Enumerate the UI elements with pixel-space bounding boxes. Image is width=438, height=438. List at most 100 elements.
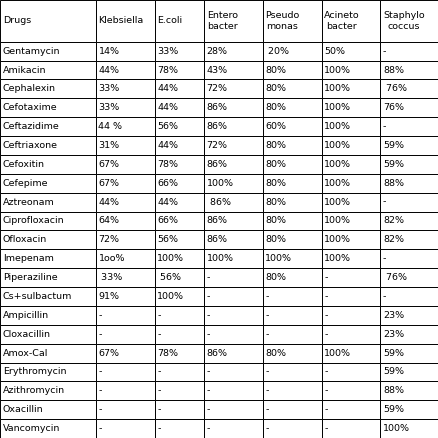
Text: -: - bbox=[157, 367, 160, 376]
Bar bbox=[321, 42, 379, 60]
Text: -: - bbox=[323, 273, 327, 282]
Text: 86%: 86% bbox=[206, 160, 227, 169]
Text: 100%: 100% bbox=[323, 235, 350, 244]
Text: -: - bbox=[98, 424, 102, 433]
Text: 20%: 20% bbox=[265, 46, 289, 56]
Bar bbox=[95, 268, 154, 287]
Text: -: - bbox=[206, 424, 209, 433]
Text: Gentamycin: Gentamycin bbox=[3, 46, 60, 56]
Bar bbox=[154, 174, 204, 193]
Text: 33%: 33% bbox=[98, 103, 120, 112]
Bar bbox=[204, 325, 262, 344]
Bar bbox=[154, 212, 204, 230]
Text: 76%: 76% bbox=[382, 273, 406, 282]
Bar bbox=[379, 249, 438, 268]
Bar bbox=[95, 400, 154, 419]
Text: 44%: 44% bbox=[157, 103, 178, 112]
Text: 86%: 86% bbox=[206, 216, 227, 226]
Bar bbox=[321, 400, 379, 419]
Bar bbox=[95, 174, 154, 193]
Bar bbox=[0, 306, 95, 325]
Text: Entero
bacter: Entero bacter bbox=[206, 11, 237, 31]
Text: -: - bbox=[265, 330, 268, 339]
Text: -: - bbox=[98, 311, 102, 320]
Text: 100%: 100% bbox=[323, 254, 350, 263]
Bar bbox=[154, 230, 204, 249]
Bar bbox=[321, 174, 379, 193]
Bar bbox=[204, 419, 262, 438]
Bar bbox=[379, 0, 438, 42]
Bar bbox=[154, 306, 204, 325]
Text: 67%: 67% bbox=[98, 349, 119, 357]
Text: -: - bbox=[382, 254, 385, 263]
Bar bbox=[379, 117, 438, 136]
Text: 88%: 88% bbox=[382, 386, 403, 396]
Bar bbox=[154, 79, 204, 98]
Text: Azithromycin: Azithromycin bbox=[3, 386, 65, 396]
Bar bbox=[95, 344, 154, 363]
Text: 67%: 67% bbox=[98, 179, 119, 188]
Bar bbox=[204, 344, 262, 363]
Bar bbox=[0, 230, 95, 249]
Text: -: - bbox=[157, 330, 160, 339]
Text: -: - bbox=[265, 405, 268, 414]
Text: -: - bbox=[265, 311, 268, 320]
Text: Cloxacillin: Cloxacillin bbox=[3, 330, 50, 339]
Bar bbox=[204, 212, 262, 230]
Bar bbox=[321, 136, 379, 155]
Bar bbox=[0, 42, 95, 60]
Text: Imepenam: Imepenam bbox=[3, 254, 53, 263]
Text: 88%: 88% bbox=[382, 66, 403, 74]
Bar bbox=[379, 381, 438, 400]
Text: -: - bbox=[382, 122, 385, 131]
Text: -: - bbox=[323, 386, 327, 396]
Bar bbox=[379, 268, 438, 287]
Bar bbox=[262, 400, 321, 419]
Bar bbox=[321, 117, 379, 136]
Text: 28%: 28% bbox=[206, 46, 227, 56]
Text: 100%: 100% bbox=[265, 254, 292, 263]
Text: -: - bbox=[157, 386, 160, 396]
Bar bbox=[154, 155, 204, 174]
Bar bbox=[262, 42, 321, 60]
Bar bbox=[321, 419, 379, 438]
Bar bbox=[95, 193, 154, 212]
Bar bbox=[95, 155, 154, 174]
Text: -: - bbox=[265, 386, 268, 396]
Bar bbox=[0, 381, 95, 400]
Bar bbox=[154, 42, 204, 60]
Bar bbox=[204, 268, 262, 287]
Text: Ampicillin: Ampicillin bbox=[3, 311, 49, 320]
Bar bbox=[0, 344, 95, 363]
Bar bbox=[95, 230, 154, 249]
Text: 59%: 59% bbox=[382, 160, 403, 169]
Bar bbox=[321, 193, 379, 212]
Text: -: - bbox=[98, 367, 102, 376]
Bar bbox=[95, 287, 154, 306]
Text: 82%: 82% bbox=[382, 235, 403, 244]
Text: -: - bbox=[323, 330, 327, 339]
Text: 1oo%: 1oo% bbox=[98, 254, 125, 263]
Text: -: - bbox=[206, 386, 209, 396]
Bar bbox=[95, 0, 154, 42]
Bar bbox=[262, 155, 321, 174]
Bar bbox=[95, 363, 154, 381]
Text: -: - bbox=[206, 405, 209, 414]
Bar bbox=[379, 287, 438, 306]
Text: 100%: 100% bbox=[157, 254, 184, 263]
Text: 56%: 56% bbox=[157, 273, 181, 282]
Text: 44%: 44% bbox=[157, 198, 178, 207]
Bar bbox=[262, 117, 321, 136]
Bar bbox=[262, 306, 321, 325]
Bar bbox=[321, 363, 379, 381]
Bar bbox=[154, 419, 204, 438]
Text: 86%: 86% bbox=[206, 349, 227, 357]
Bar bbox=[321, 212, 379, 230]
Text: 44%: 44% bbox=[157, 85, 178, 93]
Text: 78%: 78% bbox=[157, 66, 178, 74]
Bar bbox=[0, 60, 95, 79]
Text: -: - bbox=[265, 424, 268, 433]
Text: 33%: 33% bbox=[98, 85, 120, 93]
Text: -: - bbox=[323, 367, 327, 376]
Text: Klebsiella: Klebsiella bbox=[98, 16, 143, 25]
